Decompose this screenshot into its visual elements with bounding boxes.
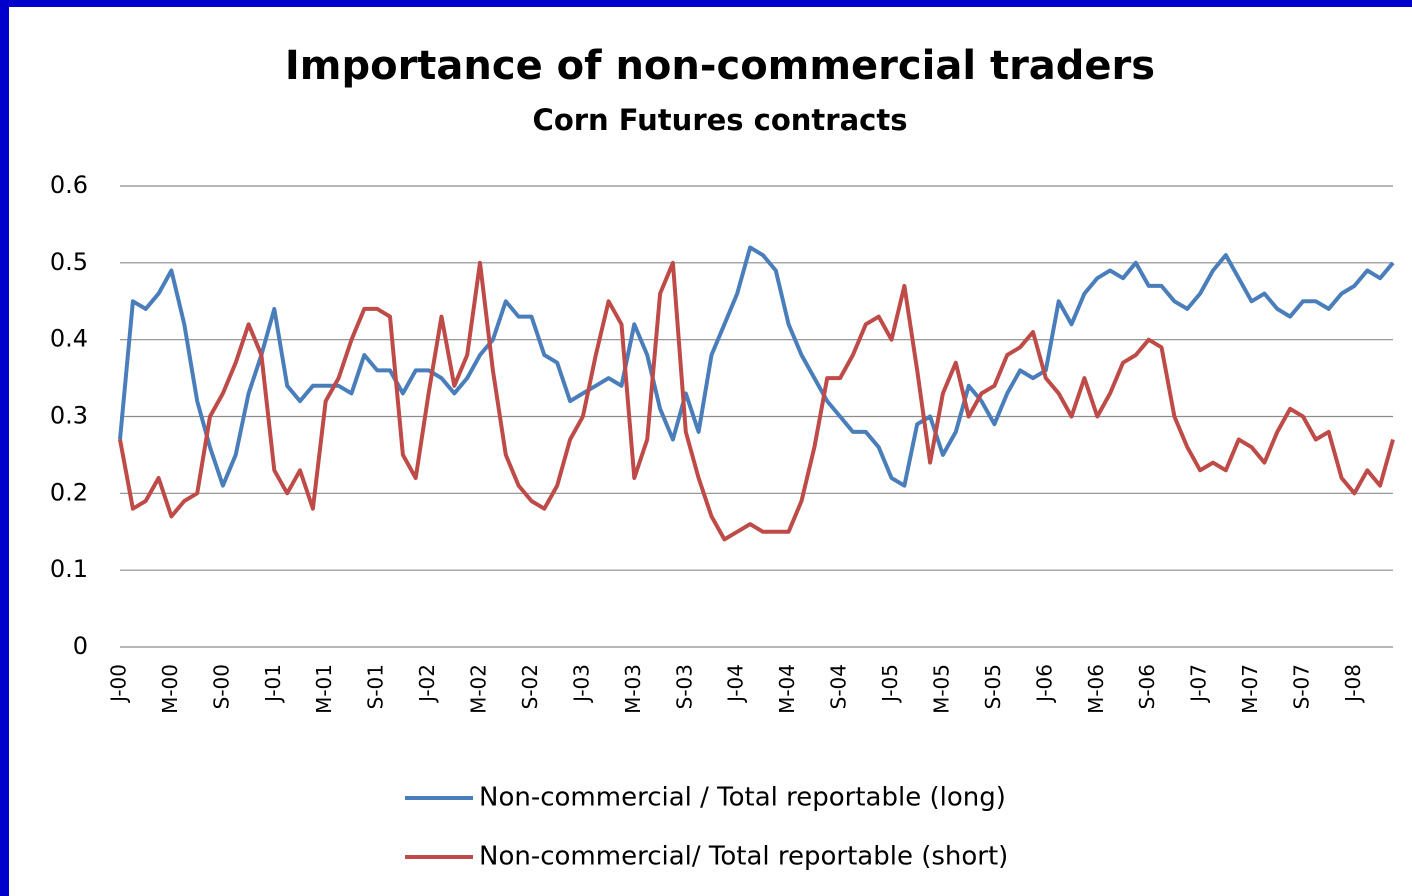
x-tick-label: J-02: [415, 664, 439, 704]
legend-label: Non-commercial / Total reportable (long): [479, 783, 1006, 813]
y-tick-label: 0.4: [50, 325, 88, 353]
y-tick-label: 0: [73, 632, 88, 660]
x-tick-label: S-07: [1289, 664, 1313, 709]
chart-title: Importance of non-commercial traders: [285, 43, 1155, 89]
x-tick-label: M-01: [312, 664, 336, 714]
x-tick-label: J-01: [261, 664, 285, 704]
y-tick-label: 0.2: [50, 478, 88, 506]
x-tick-label: S-00: [209, 664, 233, 709]
y-tick-label: 0.1: [50, 555, 88, 583]
legend-label: Non-commercial/ Total reportable (short): [479, 842, 1008, 872]
y-tick-label: 0.5: [50, 248, 88, 276]
data-line: [118, 260, 1395, 542]
x-tick-label: M-06: [1084, 664, 1108, 714]
x-tick-label: M-02: [467, 664, 491, 714]
chart-background: [9, 7, 1412, 896]
x-tick-label: J-07: [1187, 664, 1211, 704]
x-tick-label: M-04: [775, 664, 799, 714]
x-tick-label: J-08: [1341, 664, 1365, 704]
x-tick-label: J-06: [1032, 664, 1056, 704]
x-tick-label: M-03: [621, 664, 645, 714]
x-tick-label: S-02: [518, 664, 542, 709]
y-tick-label: 0.6: [50, 171, 88, 199]
x-tick-label: J-05: [878, 664, 902, 704]
x-tick-label: M-07: [1238, 664, 1262, 714]
x-tick-label: M-00: [158, 664, 182, 714]
y-tick-label: 0.3: [50, 402, 88, 430]
x-tick-label: S-03: [672, 664, 696, 709]
x-tick-label: S-01: [364, 664, 388, 709]
x-tick-label: J-03: [569, 664, 593, 704]
x-tick-label: S-06: [1135, 664, 1159, 709]
x-tick-label: M-05: [929, 664, 953, 714]
x-tick-label: S-05: [981, 664, 1005, 709]
x-tick-label: J-04: [724, 664, 748, 704]
x-tick-label: S-04: [827, 664, 851, 709]
chart-subtitle: Corn Futures contracts: [533, 103, 908, 137]
x-tick-label: J-00: [107, 664, 131, 704]
